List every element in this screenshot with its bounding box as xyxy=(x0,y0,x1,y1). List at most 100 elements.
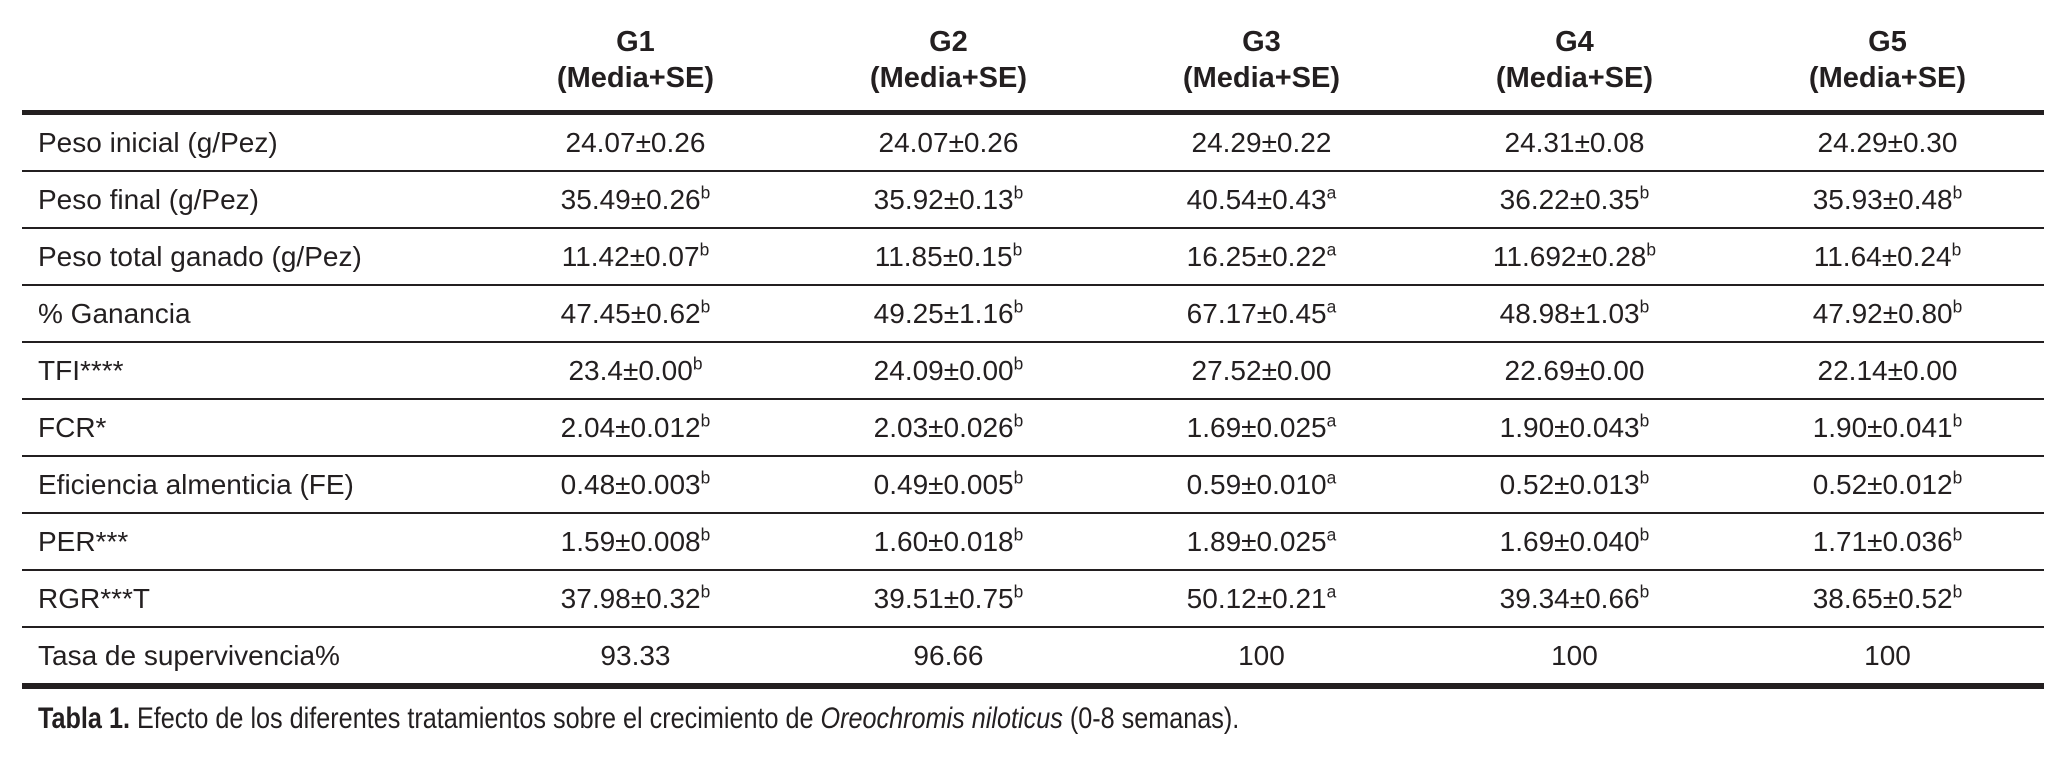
column-header-g3: G3 (Media+SE) xyxy=(1104,8,1418,115)
significance-superscript: b xyxy=(1639,467,1650,488)
column-sub-label: (Media+SE) xyxy=(556,62,715,94)
significance-superscript: a xyxy=(1326,296,1337,317)
significance-superscript: b xyxy=(700,524,711,545)
column-group-label: G1 xyxy=(616,26,655,58)
results-table-wrap: G1 (Media+SE) G2 (Media+SE) G3 (Media+SE) G4 (M… xyxy=(22,8,2044,689)
significance-superscript: b xyxy=(1013,410,1024,431)
table-row: Peso final (g/Pez) 35.49±0.26b 35.92±0.13b… xyxy=(22,171,2044,229)
row-label: TFI**** xyxy=(22,342,479,400)
significance-superscript: b xyxy=(1013,296,1024,317)
value-cell: 11.42±0.07b xyxy=(478,228,792,286)
value-cell: 24.07±0.26 xyxy=(791,112,1105,172)
value-cell: 23.4±0.00b xyxy=(478,342,792,400)
table-row: % Ganancia 47.45±0.62b 49.25±1.16b 67.17±0.… xyxy=(22,285,2044,343)
significance-superscript: b xyxy=(1646,239,1657,260)
table-row: TFI**** 23.4±0.00b 24.09±0.00b 27.52±0.00 22… xyxy=(22,342,2044,400)
caption-label: Tabla 1. xyxy=(38,702,130,735)
value-cell: 47.92±0.80b xyxy=(1730,285,2044,343)
significance-superscript: b xyxy=(1952,296,1963,317)
significance-superscript: b xyxy=(1013,581,1024,602)
value-cell: 36.22±0.35b xyxy=(1417,171,1731,229)
value-cell: 100 xyxy=(1104,627,1418,689)
results-table: G1 (Media+SE) G2 (Media+SE) G3 (Media+SE) G4 (M… xyxy=(22,8,2044,689)
significance-superscript: b xyxy=(1952,182,1963,203)
value-cell: 1.69±0.040b xyxy=(1417,513,1731,571)
significance-superscript: b xyxy=(1639,581,1650,602)
significance-superscript: b xyxy=(1952,410,1963,431)
row-label: PER*** xyxy=(22,513,479,571)
significance-superscript: b xyxy=(1639,524,1650,545)
significance-superscript: a xyxy=(1326,467,1337,488)
column-sub-label: (Media+SE) xyxy=(1182,62,1341,94)
significance-superscript: b xyxy=(1013,182,1024,203)
caption-suffix: (0-8 semanas). xyxy=(1062,702,1240,735)
table-row: Peso total ganado (g/Pez) 11.42±0.07b 11.8… xyxy=(22,228,2044,286)
significance-superscript: b xyxy=(700,410,711,431)
row-label: FCR* xyxy=(22,399,479,457)
value-cell: 24.29±0.30 xyxy=(1730,112,2044,172)
value-cell: 22.69±0.00 xyxy=(1417,342,1731,400)
significance-superscript: b xyxy=(1013,524,1024,545)
value-cell: 0.52±0.012b xyxy=(1730,456,2044,514)
row-label: Peso total ganado (g/Pez) xyxy=(22,228,479,286)
value-cell: 11.85±0.15b xyxy=(791,228,1105,286)
column-sub-label: (Media+SE) xyxy=(1808,62,1967,94)
value-cell: 16.25±0.22a xyxy=(1104,228,1418,286)
significance-superscript: b xyxy=(1952,581,1963,602)
table-head: G1 (Media+SE) G2 (Media+SE) G3 (Media+SE) G4 (M… xyxy=(22,8,2044,115)
value-cell: 35.92±0.13b xyxy=(791,171,1105,229)
value-cell: 48.98±1.03b xyxy=(1417,285,1731,343)
value-cell: 1.90±0.043b xyxy=(1417,399,1731,457)
value-cell: 22.14±0.00 xyxy=(1730,342,2044,400)
value-cell: 40.54±0.43a xyxy=(1104,171,1418,229)
value-cell: 35.49±0.26b xyxy=(478,171,792,229)
column-header-g2: G2 (Media+SE) xyxy=(791,8,1105,115)
value-cell: 11.692±0.28b xyxy=(1417,228,1731,286)
value-cell: 93.33 xyxy=(478,627,792,689)
value-cell: 2.04±0.012b xyxy=(478,399,792,457)
column-group-label: G5 xyxy=(1868,26,1907,58)
value-cell: 67.17±0.45a xyxy=(1104,285,1418,343)
row-label: % Ganancia xyxy=(22,285,479,343)
column-header-g5: G5 (Media+SE) xyxy=(1730,8,2044,115)
value-cell: 0.49±0.005b xyxy=(791,456,1105,514)
value-cell: 1.90±0.041b xyxy=(1730,399,2044,457)
value-cell: 11.64±0.24b xyxy=(1730,228,2044,286)
significance-superscript: b xyxy=(1639,296,1650,317)
significance-superscript: b xyxy=(1951,239,1962,260)
column-header-g4: G4 (Media+SE) xyxy=(1417,8,1731,115)
value-cell: 50.12±0.21a xyxy=(1104,570,1418,628)
table-row: Eficiencia almenticia (FE) 0.48±0.003b 0.4… xyxy=(22,456,2044,514)
significance-superscript: b xyxy=(700,467,711,488)
table-caption: Tabla 1. Efecto de los diferentes tratam… xyxy=(38,700,1239,738)
value-cell: 2.03±0.026b xyxy=(791,399,1105,457)
row-label: RGR***T xyxy=(22,570,479,628)
column-sub-label: (Media+SE) xyxy=(869,62,1028,94)
value-cell: 49.25±1.16b xyxy=(791,285,1105,343)
table-row: RGR***T 37.98±0.32b 39.51±0.75b 50.12±0.21a… xyxy=(22,570,2044,628)
value-cell: 1.89±0.025a xyxy=(1104,513,1418,571)
table-row: PER*** 1.59±0.008b 1.60±0.018b 1.89±0.025a 1… xyxy=(22,513,2044,571)
value-cell: 100 xyxy=(1417,627,1731,689)
value-cell: 0.48±0.003b xyxy=(478,456,792,514)
significance-superscript: b xyxy=(1012,239,1023,260)
significance-superscript: b xyxy=(1639,410,1650,431)
value-cell: 27.52±0.00 xyxy=(1104,342,1418,400)
value-cell: 38.65±0.52b xyxy=(1730,570,2044,628)
value-cell: 100 xyxy=(1730,627,2044,689)
value-cell: 24.07±0.26 xyxy=(478,112,792,172)
significance-superscript: a xyxy=(1326,239,1337,260)
value-cell: 96.66 xyxy=(791,627,1105,689)
value-cell: 0.59±0.010a xyxy=(1104,456,1418,514)
value-cell: 24.09±0.00b xyxy=(791,342,1105,400)
value-cell: 24.31±0.08 xyxy=(1417,112,1731,172)
row-label: Eficiencia almenticia (FE) xyxy=(22,456,479,514)
value-cell: 39.34±0.66b xyxy=(1417,570,1731,628)
value-cell: 1.59±0.008b xyxy=(478,513,792,571)
header-row: G1 (Media+SE) G2 (Media+SE) G3 (Media+SE) G4 (M… xyxy=(22,8,2044,115)
value-cell: 35.93±0.48b xyxy=(1730,171,2044,229)
significance-superscript: a xyxy=(1326,410,1337,431)
value-cell: 24.29±0.22 xyxy=(1104,112,1418,172)
column-group-label: G2 xyxy=(929,26,968,58)
